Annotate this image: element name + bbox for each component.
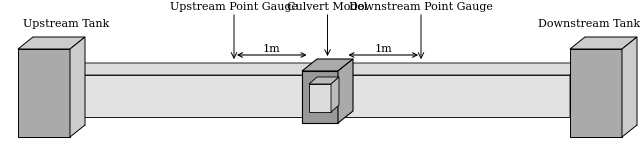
Polygon shape bbox=[570, 37, 637, 49]
Text: Upstream Point Gauge: Upstream Point Gauge bbox=[170, 2, 298, 12]
Polygon shape bbox=[309, 77, 339, 84]
Polygon shape bbox=[70, 37, 85, 137]
Polygon shape bbox=[70, 63, 585, 75]
Polygon shape bbox=[622, 37, 637, 137]
Text: Upstream Tank: Upstream Tank bbox=[23, 19, 109, 29]
Polygon shape bbox=[570, 49, 622, 137]
Text: Downstream Point Gauge: Downstream Point Gauge bbox=[349, 2, 493, 12]
Polygon shape bbox=[18, 49, 70, 137]
Polygon shape bbox=[302, 59, 353, 71]
Polygon shape bbox=[302, 71, 338, 123]
Polygon shape bbox=[70, 105, 585, 117]
Polygon shape bbox=[309, 84, 331, 112]
Text: Downstream Tank: Downstream Tank bbox=[538, 19, 640, 29]
Polygon shape bbox=[18, 37, 85, 49]
Text: 1m: 1m bbox=[263, 44, 280, 54]
Polygon shape bbox=[331, 77, 339, 112]
Polygon shape bbox=[570, 63, 585, 117]
Text: Culvert Model: Culvert Model bbox=[287, 2, 368, 12]
Text: 1m: 1m bbox=[374, 44, 392, 54]
Polygon shape bbox=[70, 75, 570, 117]
Polygon shape bbox=[338, 59, 353, 123]
